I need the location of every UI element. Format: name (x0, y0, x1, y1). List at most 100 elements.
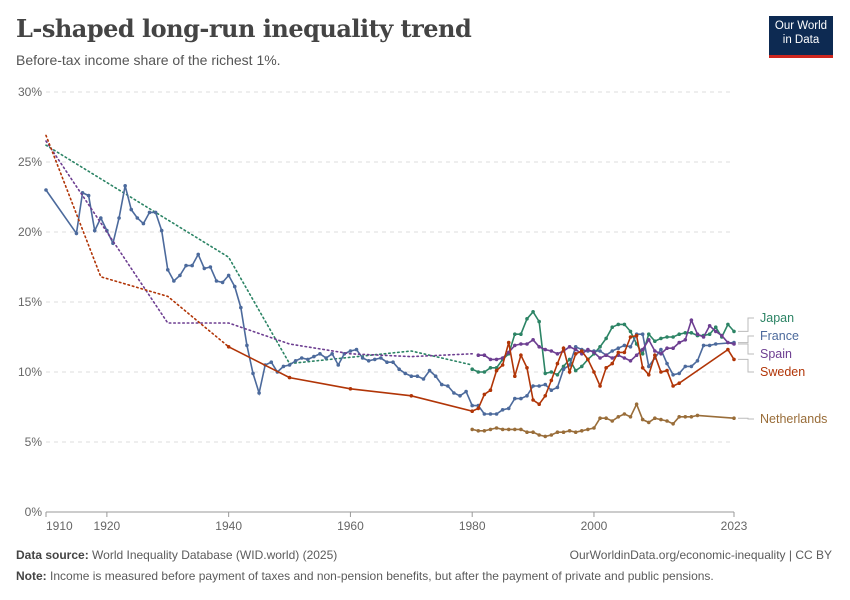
sweden-point (732, 357, 736, 362)
spain-point (476, 353, 481, 358)
france-point (44, 188, 48, 192)
sweden-point (488, 388, 493, 393)
netherlands-point (549, 433, 554, 437)
france-point (427, 368, 432, 373)
spain-point (701, 335, 706, 339)
netherlands-line (472, 402, 735, 438)
netherlands-point (622, 412, 627, 416)
x-tick-label: 2000 (581, 519, 608, 533)
france-point (482, 412, 487, 416)
france-point (525, 394, 529, 398)
france-point (598, 349, 602, 353)
france-point (640, 332, 645, 337)
france-point (245, 343, 249, 348)
netherlands-point (567, 429, 572, 433)
netherlands-point (610, 419, 615, 423)
france-point (458, 394, 462, 398)
japan-label-connector (738, 317, 754, 332)
netherlands-point (598, 416, 602, 421)
france-point (488, 412, 493, 416)
sweden-point (287, 375, 292, 380)
spain-label: Spain (760, 347, 792, 361)
france-point (415, 374, 420, 379)
france-point (689, 364, 694, 369)
sweden-point (549, 378, 554, 383)
spain-point (622, 356, 627, 360)
france-point (239, 305, 243, 310)
netherlands-label: Netherlands (760, 412, 827, 426)
japan-point (622, 322, 627, 327)
japan-interpolated-line (45, 144, 473, 366)
france-point (385, 360, 389, 365)
japan-point (689, 331, 694, 335)
spain-point (628, 359, 633, 363)
netherlands-point (640, 417, 645, 422)
source-label: Data source: (16, 548, 89, 562)
sweden-point (640, 366, 645, 370)
france-point (403, 371, 408, 376)
spain-point (695, 332, 700, 337)
owid-logo[interactable]: Our World in Data (769, 16, 833, 58)
sweden-point (525, 366, 529, 370)
france-point (452, 391, 456, 395)
spain-point (646, 338, 651, 342)
france-point (135, 216, 140, 220)
japan-point (713, 325, 718, 330)
logo-text: Our World in Data (774, 20, 828, 46)
spain-point (707, 324, 712, 328)
sweden-point (519, 353, 523, 358)
france-point (74, 231, 79, 236)
japan-point (531, 310, 535, 314)
spain-point (549, 349, 554, 353)
netherlands-point (659, 417, 663, 422)
x-tick-label: 2023 (721, 519, 748, 533)
spain-point (610, 356, 615, 360)
france-point (98, 216, 103, 220)
japan-point (646, 332, 651, 337)
sweden-point (598, 384, 602, 388)
sweden-point (470, 409, 474, 414)
netherlands-point (519, 427, 523, 432)
source-link[interactable]: OurWorldinData.org/economic-inequality |… (569, 548, 832, 562)
france-point (671, 373, 675, 377)
sweden-point (226, 345, 231, 349)
france-point (610, 349, 615, 353)
spain-point (519, 342, 523, 346)
spain-point (640, 347, 645, 352)
netherlands-label-connector (738, 417, 754, 420)
france-point (184, 263, 188, 268)
netherlands-point (513, 427, 517, 432)
france-point (312, 354, 316, 359)
japan-point (537, 319, 541, 324)
france-point (360, 356, 365, 360)
japan-line (471, 310, 735, 376)
japan-point (665, 335, 669, 339)
netherlands-point (592, 426, 596, 430)
france-point (190, 263, 194, 268)
france-point (659, 347, 663, 352)
spain-point (488, 357, 493, 362)
france-point (196, 252, 201, 257)
netherlands-point (695, 413, 700, 418)
sweden-point (671, 384, 675, 388)
france-point (257, 391, 261, 395)
france-point (494, 412, 499, 416)
france-point (159, 228, 164, 233)
sweden-point (348, 387, 353, 391)
japan-point (683, 331, 688, 335)
spain-point (659, 352, 663, 356)
france-point (616, 346, 621, 351)
japan-point (579, 364, 584, 369)
sweden-point (561, 346, 566, 351)
y-tick-label: 15% (18, 295, 42, 309)
y-tick-label: 5% (25, 435, 43, 449)
spain-point (537, 345, 541, 349)
sweden-point (653, 353, 657, 358)
france-point (713, 342, 718, 346)
data-source: Data source: World Inequality Database (… (16, 548, 337, 562)
japan-point (604, 336, 608, 341)
netherlands-point (579, 429, 584, 433)
france-point (147, 210, 152, 215)
note-text: Income is measured before payment of tax… (50, 569, 714, 583)
japan-point (488, 366, 493, 370)
